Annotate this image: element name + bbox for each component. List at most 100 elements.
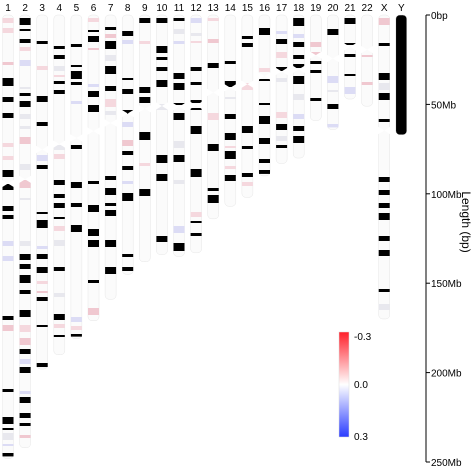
chromosome-band	[361, 82, 373, 85]
chromosome-band	[293, 126, 305, 131]
y-tick-label: 200Mb	[431, 369, 462, 380]
chromosome-body	[361, 14, 373, 107]
chromosome-band	[310, 42, 322, 47]
chromosome-band	[173, 73, 185, 79]
chromosome-band	[2, 28, 14, 33]
chromosome-band	[88, 205, 99, 212]
chromosome-band	[259, 138, 270, 144]
chromosome-band	[276, 67, 288, 71]
chromosome-body	[292, 14, 305, 159]
chromosome-21	[343, 14, 357, 100]
chromosome-15	[240, 14, 254, 198]
chromosome-band	[36, 254, 48, 259]
chromosome-band	[88, 36, 99, 42]
chromosome-band	[19, 435, 31, 438]
chromosome-7	[104, 14, 118, 300]
chromosome-band	[2, 417, 14, 424]
chromosome-band	[293, 76, 305, 84]
chromosome-Y	[395, 14, 408, 136]
chromosome-label: 15	[242, 3, 254, 14]
chromosome-band	[88, 181, 99, 184]
chromosome-body	[87, 14, 100, 321]
chromosome-14	[223, 14, 237, 207]
chromosome-band	[2, 241, 14, 246]
centromere	[18, 175, 32, 184]
chromosome-band	[310, 98, 322, 101]
chromosome-body	[258, 14, 271, 177]
chromosome-band	[241, 43, 253, 47]
chromosome-band	[327, 104, 339, 109]
chromosome-band	[190, 221, 202, 223]
chromosome-band	[53, 267, 65, 271]
chromosome-band	[156, 46, 168, 53]
chromosome-band	[190, 82, 202, 85]
chromosome-band	[310, 70, 322, 73]
chromosome-band	[19, 275, 31, 283]
chromosome-band	[70, 145, 82, 149]
chromosome-band	[173, 113, 185, 120]
chromosome-body	[156, 14, 168, 255]
centromere	[189, 101, 203, 110]
chromosome-band	[190, 100, 202, 103]
chromosome-band	[122, 122, 134, 127]
chromosome-band	[105, 267, 117, 274]
chromosome-band	[122, 78, 134, 80]
centromere	[104, 119, 118, 128]
chromosome-band	[276, 112, 288, 118]
chromosome-band	[105, 55, 117, 61]
chromosome-band	[53, 194, 65, 198]
chromosome-band	[378, 250, 390, 256]
chromosome-band	[224, 166, 236, 169]
chromosome-band	[378, 213, 390, 220]
chromosome-band	[105, 41, 117, 49]
chromosome-1	[1, 14, 15, 459]
chromosome-band	[378, 43, 390, 46]
centromere	[206, 88, 220, 97]
chromosome-band	[70, 101, 82, 104]
centromere	[377, 126, 391, 135]
chromosome-band	[36, 96, 48, 102]
chromosome-band	[105, 86, 117, 91]
chromosome-band	[276, 136, 288, 141]
chromosome-band	[207, 39, 219, 43]
chromosome-band	[378, 93, 390, 100]
chromosome-band	[259, 28, 270, 35]
chromosome-band	[2, 18, 14, 23]
chromosome-label: 12	[191, 3, 203, 14]
chromosome-band	[224, 146, 236, 148]
chromosome-band	[53, 314, 65, 320]
chromosome-band	[88, 280, 99, 283]
centromere	[35, 145, 49, 154]
chromosome-band	[2, 453, 14, 457]
colorbar: -0.3 0.0 0.3	[338, 331, 372, 443]
chromosome-band	[122, 151, 134, 155]
chromosome-band	[19, 60, 31, 66]
chromosome-band	[344, 87, 356, 94]
chromosome-band	[53, 217, 65, 219]
chromosome-band	[293, 42, 305, 47]
chromosome-body	[173, 14, 185, 257]
chromosome-8	[121, 14, 135, 275]
chromosome-band	[207, 18, 219, 21]
chromosome-band	[105, 176, 117, 180]
chromosome-band	[19, 39, 31, 43]
chromosome-band	[88, 84, 99, 87]
chromosome-label: 1	[5, 3, 11, 14]
chromosome-band	[327, 90, 339, 92]
chromosome-band	[70, 65, 82, 67]
chromosome-body	[241, 14, 254, 198]
chromosome-band	[224, 114, 236, 119]
chromosome-band	[19, 367, 31, 373]
chromosome-band	[36, 246, 48, 249]
chromosome-band	[19, 87, 31, 89]
chromosome-band	[36, 291, 48, 293]
chromosome-label: 20	[327, 3, 339, 14]
chromosome-band	[207, 195, 219, 203]
chromosome-band	[259, 103, 270, 105]
chromosome-band	[70, 82, 82, 85]
chromosome-band	[276, 52, 288, 58]
chromosome-3	[35, 14, 49, 370]
chromosome-label: 17	[276, 3, 288, 14]
chromosome-band	[139, 163, 151, 166]
chromosome-band	[156, 174, 168, 181]
